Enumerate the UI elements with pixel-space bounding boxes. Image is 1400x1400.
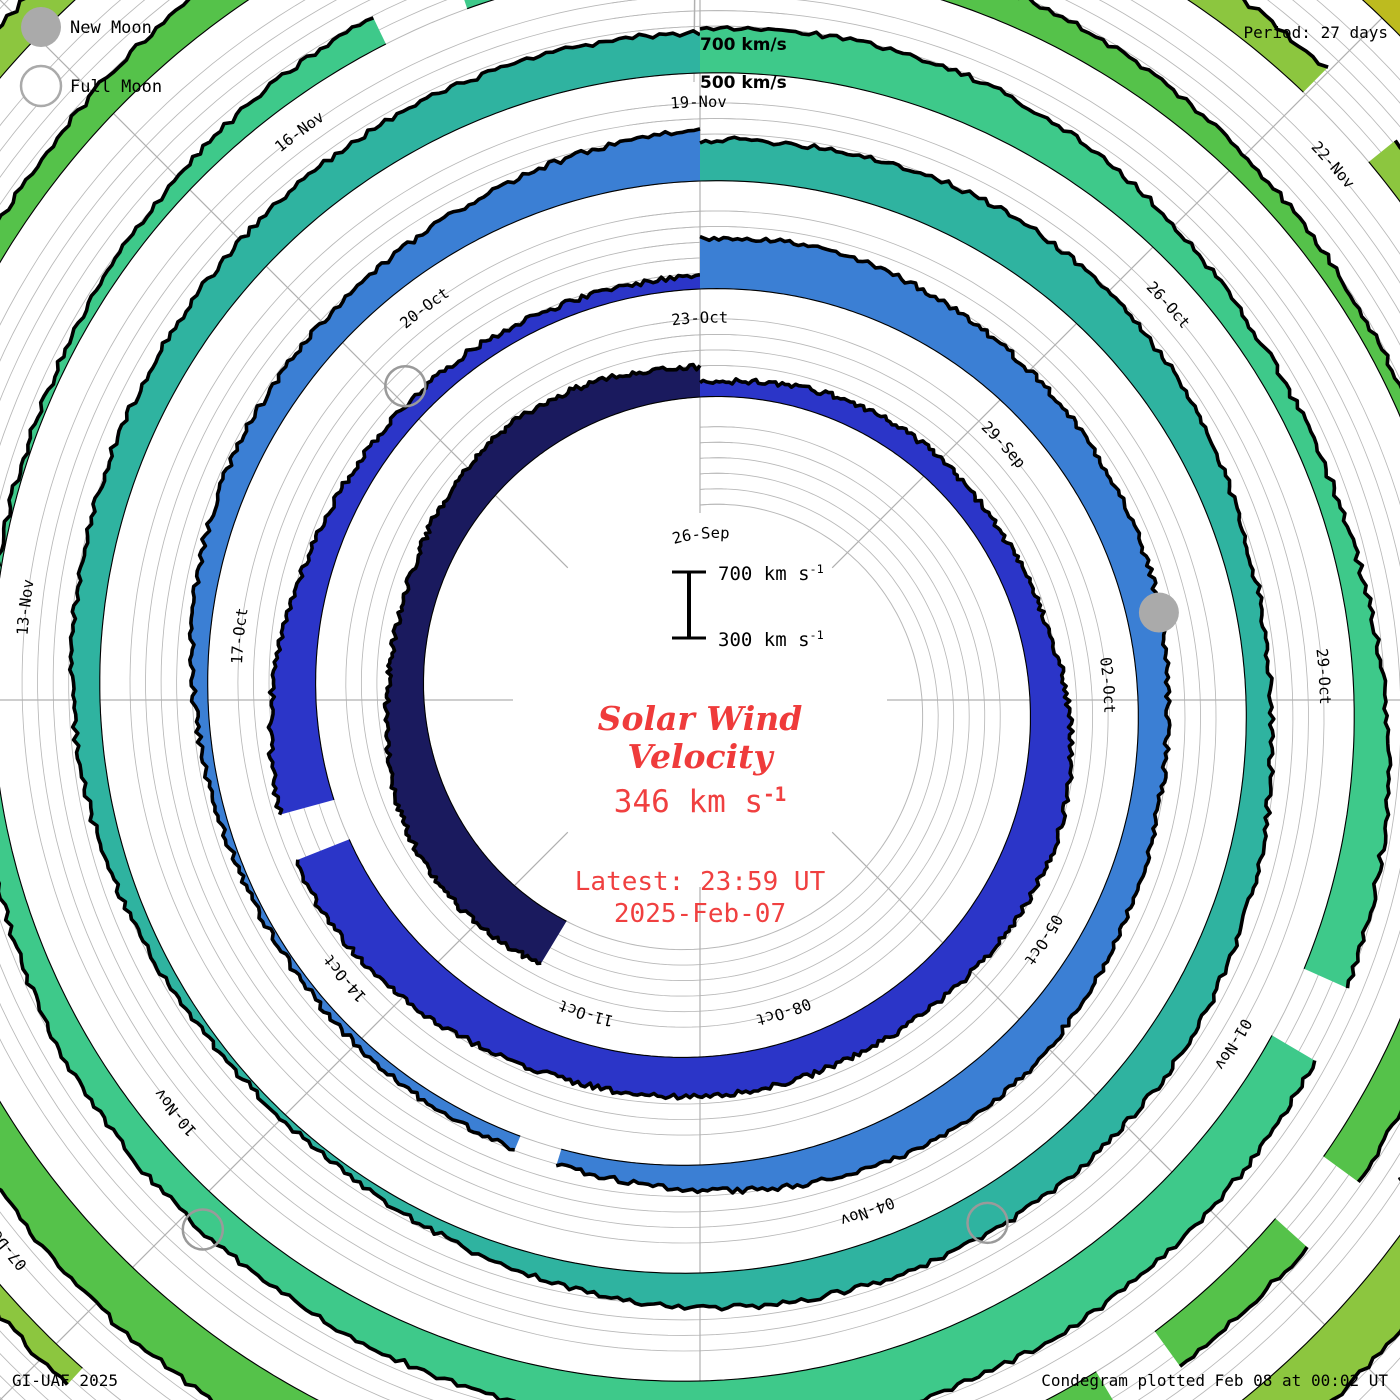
velocity-trace bbox=[266, 272, 701, 816]
velocity-trace bbox=[67, 29, 1276, 1312]
date-label: 23-Oct bbox=[670, 309, 728, 330]
spiral-baseline bbox=[940, 0, 1400, 418]
grid-spiral-line bbox=[376, 349, 970, 997]
spiral-band-fill bbox=[1188, 0, 1329, 93]
velocity-scalebar: 700 km s-1 300 km s-1 bbox=[672, 562, 824, 651]
center-readout: Solar Wind Velocity 346 km s-1 Latest: 2… bbox=[575, 699, 826, 929]
full-moon-marker bbox=[181, 1208, 225, 1251]
date-label: 02-Oct bbox=[1096, 656, 1118, 714]
spiral-baseline bbox=[422, 396, 701, 922]
date-label: 29-Oct bbox=[1312, 647, 1334, 705]
radial-label-500: 500 km/s bbox=[700, 73, 787, 93]
new-moon-legend-label: New Moon bbox=[70, 18, 152, 38]
grid-spiral-line bbox=[268, 241, 1078, 1105]
moon-legend: New Moon Full Moon bbox=[19, 7, 162, 108]
plotted-label: Condegram plotted Feb 08 at 00:02 UT bbox=[1041, 1371, 1388, 1390]
spiral-baseline bbox=[1323, 1017, 1400, 1157]
radial-axis-labels: 700 km/s 500 km/s bbox=[700, 35, 787, 93]
spiral-baseline bbox=[1187, 0, 1304, 93]
spiral-baseline bbox=[0, 43, 1273, 1382]
period-label: Period: 27 days bbox=[1244, 23, 1389, 42]
spiral-baseline bbox=[1241, 161, 1400, 1400]
spiral-baseline bbox=[1154, 1218, 1276, 1332]
grid-spiral-line bbox=[129, 102, 1217, 1244]
spiral-band-fill bbox=[384, 364, 700, 964]
velocity-trace bbox=[187, 127, 701, 1152]
grid-spiral-line bbox=[345, 318, 1001, 1028]
spiral-baseline bbox=[348, 395, 1031, 1058]
spiral-baseline bbox=[699, 72, 1355, 970]
credit-label: GI-UAF 2025 bbox=[12, 1371, 118, 1390]
full-moon-marker bbox=[384, 364, 427, 408]
radial-label-700: 700 km/s bbox=[700, 35, 787, 55]
spiral-baseline bbox=[99, 72, 1247, 1274]
spiral-baseline bbox=[561, 288, 1139, 1166]
grid-spiral-line bbox=[360, 333, 986, 1013]
velocity-trace bbox=[382, 362, 702, 966]
velocity-trace bbox=[1018, 0, 1400, 390]
spiral-band-fill bbox=[1362, 0, 1400, 36]
velocity-trace bbox=[1329, 139, 1400, 1400]
scalebar-label-top: 700 km s-1 bbox=[718, 562, 824, 585]
latest-date-label: 2025-Feb-07 bbox=[614, 899, 786, 929]
velocity-trace bbox=[1178, 1246, 1309, 1368]
current-velocity-value: 346 km s-1 bbox=[614, 783, 786, 821]
grid-spiral-line bbox=[145, 118, 1201, 1228]
grid-spiral-line bbox=[237, 210, 1109, 1136]
spiral-band-fill bbox=[1154, 1218, 1308, 1367]
latest-time-label: Latest: 23:59 UT bbox=[575, 867, 826, 897]
center-title-line2: Velocity bbox=[627, 737, 775, 776]
grid-spiral-line bbox=[253, 226, 1094, 1120]
velocity-trace bbox=[699, 25, 1393, 989]
velocity-trace bbox=[1356, 1109, 1400, 1184]
spiral-band-fill bbox=[0, 0, 1113, 1400]
scalebar-label-bottom: 300 km s-1 bbox=[718, 628, 824, 651]
new-moon-marker bbox=[1138, 592, 1179, 633]
date-label: 17-Oct bbox=[228, 606, 252, 664]
velocity-trace bbox=[0, 16, 1317, 1400]
spiral-baseline bbox=[0, 0, 1097, 1400]
date-label: 19-Nov bbox=[670, 93, 727, 113]
date-label: 26-Sep bbox=[670, 524, 730, 548]
new-moon-icon bbox=[21, 7, 61, 47]
full-moon-marker bbox=[966, 1201, 1009, 1245]
full-moon-legend-label: Full Moon bbox=[70, 77, 162, 97]
spiral-baseline bbox=[207, 180, 701, 1137]
grid-spiral-line bbox=[160, 133, 1186, 1213]
spiral-band-fill bbox=[268, 274, 700, 815]
full-moon-icon bbox=[19, 64, 63, 108]
center-title-line1: Solar Wind bbox=[598, 699, 803, 738]
velocity-trace bbox=[295, 377, 1075, 1101]
velocity-trace bbox=[555, 234, 1172, 1195]
spiral-band-fill bbox=[1242, 140, 1400, 1400]
grid-spoke bbox=[831, 0, 1400, 569]
spiral-baseline bbox=[315, 288, 701, 801]
